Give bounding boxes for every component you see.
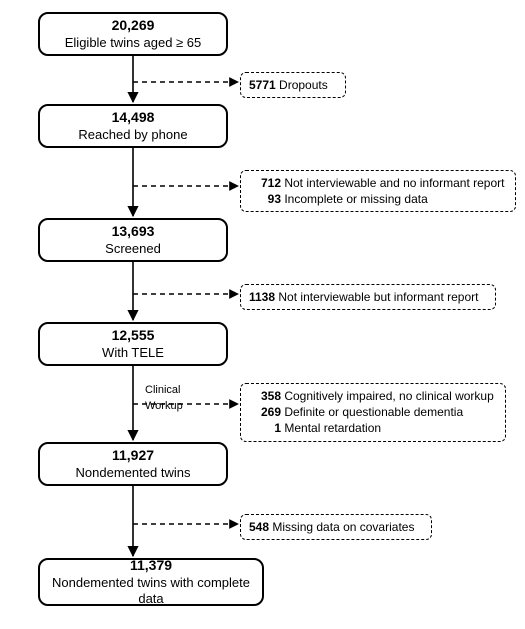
node-reached: 14,498 Reached by phone [38, 104, 228, 148]
node-eligible: 20,269 Eligible twins aged ≥ 65 [38, 12, 228, 56]
node-number: 14,498 [112, 109, 155, 127]
node-label: Reached by phone [78, 127, 187, 143]
side-row: 269 Definite or questionable dementia [249, 404, 497, 420]
flowchart-canvas: 20,269 Eligible twins aged ≥ 65 14,498 R… [0, 0, 525, 629]
node-number: 13,693 [112, 223, 155, 241]
edge-label-workup: Workup [145, 400, 183, 412]
edge-label-clinical: Clinical [145, 384, 180, 396]
node-label: Nondemented twins [76, 465, 191, 481]
side-row: 358 Cognitively impaired, no clinical wo… [249, 388, 497, 404]
node-label: Screened [105, 241, 161, 257]
node-number: 11,379 [130, 557, 172, 575]
node-label: Eligible twins aged ≥ 65 [65, 35, 202, 51]
node-complete: 11,379 Nondemented twins with complete d… [38, 558, 264, 606]
side-cognitive-impaired: 358 Cognitively impaired, no clinical wo… [240, 383, 506, 442]
node-nondemented: 11,927 Nondemented twins [38, 442, 228, 486]
side-informant-report: 1138 Not interviewable but informant rep… [240, 284, 496, 310]
side-row: 712 Not interviewable and no informant r… [249, 175, 507, 191]
side-row: 93 Incomplete or missing data [249, 191, 507, 207]
node-number: 20,269 [112, 17, 155, 35]
side-row: 548 Missing data on covariates [249, 519, 423, 535]
node-tele: 12,555 With TELE [38, 322, 228, 366]
node-number: 11,927 [112, 447, 154, 465]
node-label: With TELE [102, 345, 164, 361]
side-missing-covariates: 548 Missing data on covariates [240, 514, 432, 540]
side-row: 1 Mental retardation [249, 420, 497, 436]
node-screened: 13,693 Screened [38, 218, 228, 262]
side-dropouts: 5771 Dropouts [240, 72, 346, 98]
side-row: 5771 Dropouts [249, 77, 337, 93]
node-number: 12,555 [112, 327, 155, 345]
side-not-interviewable-noinformant: 712 Not interviewable and no informant r… [240, 170, 516, 212]
node-label: Nondemented twins with complete data [51, 575, 251, 608]
side-row: 1138 Not interviewable but informant rep… [249, 289, 487, 305]
